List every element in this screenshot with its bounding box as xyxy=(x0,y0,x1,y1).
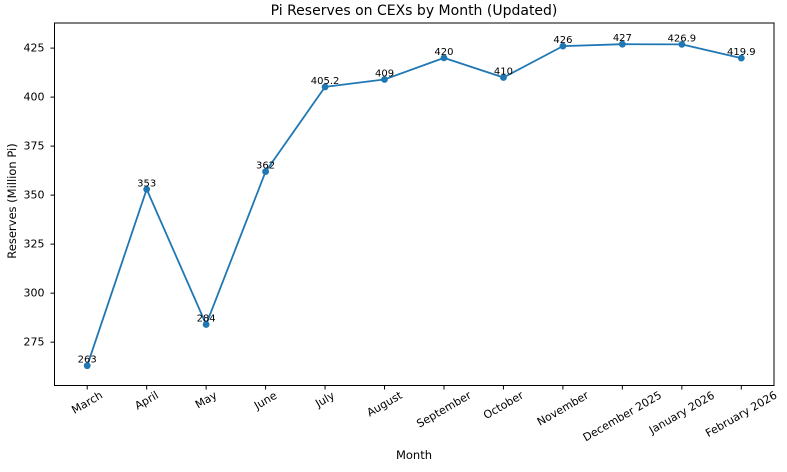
x-tick-label: June xyxy=(251,389,279,413)
data-point-label: 419.9 xyxy=(727,47,756,58)
data-point-marker xyxy=(737,54,745,62)
data-point-label: 284 xyxy=(197,314,216,325)
x-tick-label: February 2026 xyxy=(703,389,779,440)
x-tick-label: July xyxy=(312,389,337,411)
data-point-label: 405.2 xyxy=(311,76,340,87)
data-point-marker xyxy=(381,76,388,83)
data-point-label: 409 xyxy=(375,68,394,79)
data-point-marker xyxy=(559,42,567,50)
y-tick-label: 275 xyxy=(24,336,45,349)
plot-border xyxy=(54,22,775,386)
data-point-marker xyxy=(618,40,626,48)
data-point-label: 353 xyxy=(137,178,156,189)
y-tick-label: 350 xyxy=(24,189,45,202)
series-line xyxy=(86,43,743,367)
data-point-marker xyxy=(321,83,329,91)
x-tick-label: November xyxy=(535,389,591,429)
x-tick-label: May xyxy=(193,389,220,412)
x-tick-label: December 2025 xyxy=(581,389,664,445)
data-point-marker xyxy=(678,40,686,48)
y-tick-label: 325 xyxy=(24,238,45,251)
data-point-marker xyxy=(440,54,448,62)
data-point-label: 427 xyxy=(613,33,632,44)
data-point-marker xyxy=(202,321,210,328)
data-point-marker xyxy=(262,168,269,176)
x-tick-label: March xyxy=(69,389,105,417)
data-point-label: 420 xyxy=(434,47,453,58)
y-tick-label: 375 xyxy=(24,140,45,153)
chart-title: Pi Reserves on CEXs by Month (Updated) xyxy=(270,3,558,19)
data-point-label: 410 xyxy=(494,67,513,78)
data-point-label: 426 xyxy=(553,35,572,46)
y-axis-label: Reserves (Million Pi) xyxy=(5,143,19,259)
data-point-label: 426.9 xyxy=(668,33,697,44)
data-point-marker xyxy=(83,362,91,370)
x-tick-label: October xyxy=(481,389,526,423)
x-tick-label: August xyxy=(365,388,405,419)
data-point-marker xyxy=(500,74,507,81)
x-axis-label: Month xyxy=(395,448,433,462)
y-tick-label: 400 xyxy=(24,91,45,104)
y-tick-label: 425 xyxy=(24,42,45,55)
data-point-label: 362 xyxy=(256,161,275,172)
data-point-label: 263 xyxy=(78,355,97,366)
x-tick-label: September xyxy=(414,389,474,431)
y-tick-label: 300 xyxy=(24,287,45,300)
data-point-marker xyxy=(143,185,151,193)
x-tick-label: April xyxy=(133,389,161,413)
